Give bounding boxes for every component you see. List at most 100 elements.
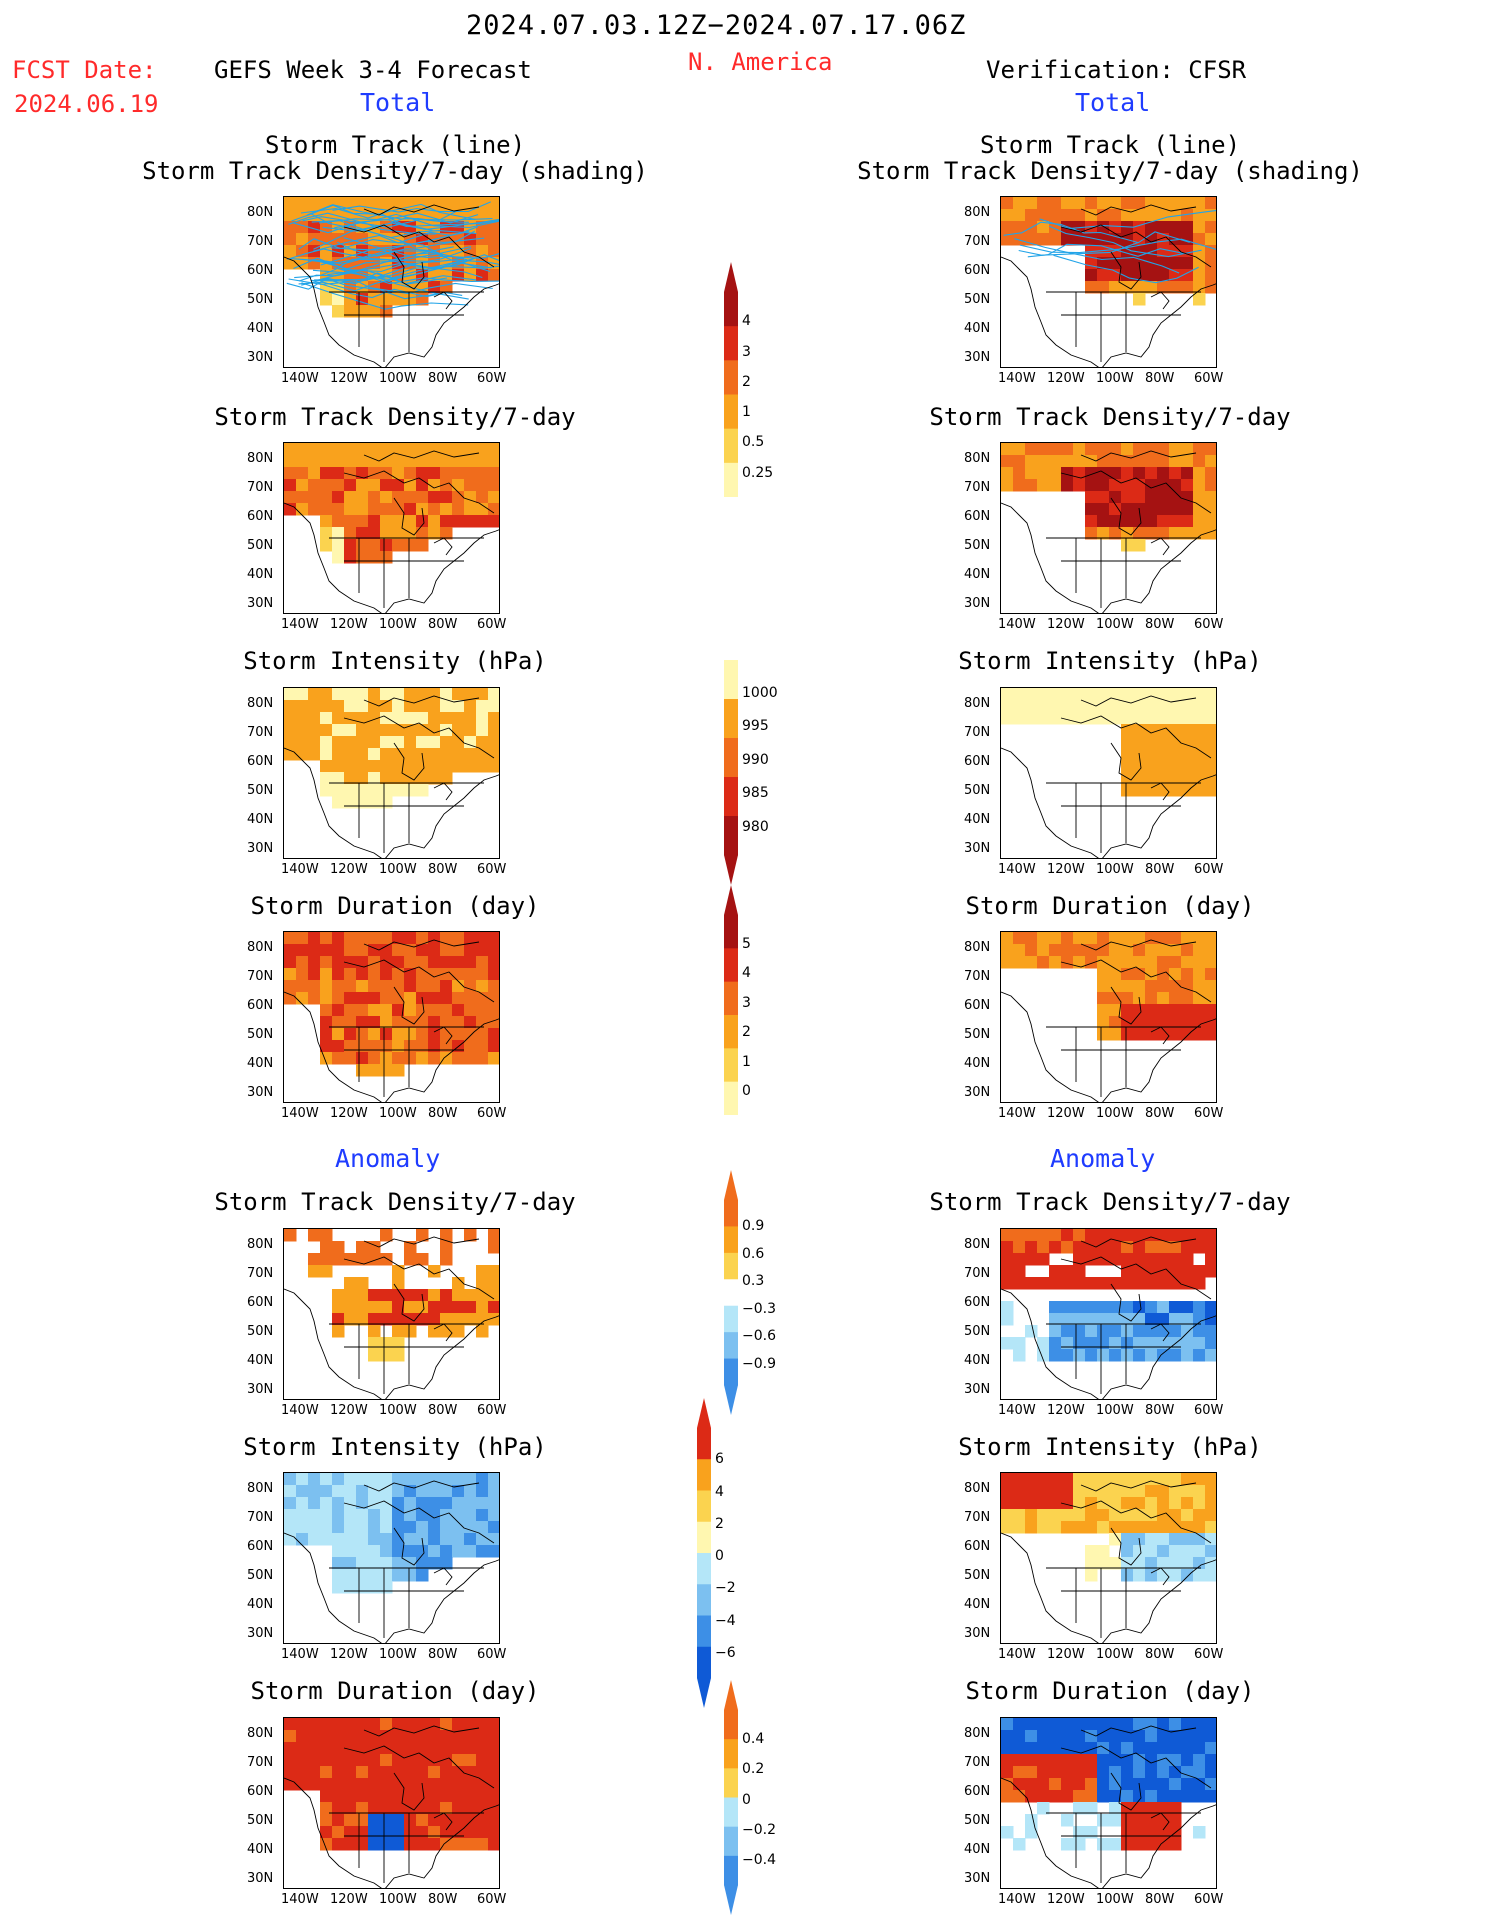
lon-tick-label: 120W — [330, 1892, 368, 1907]
lon-tick-label: 100W — [1096, 1647, 1134, 1662]
panel-title-track-right: Storm Track (line) Storm Track Density/7-… — [857, 131, 1363, 186]
lat-tick-label: 40N — [247, 1056, 274, 1071]
lon-tick-label: 60W — [1194, 1106, 1224, 1121]
anomaly-label-right: Anomaly — [1050, 1144, 1156, 1173]
lon-tick-label: 120W — [1047, 1403, 1085, 1418]
lon-tick-label: 100W — [379, 371, 417, 386]
lat-tick-label: 60N — [964, 263, 991, 278]
colorbar-label: 0 — [742, 1791, 751, 1808]
lat-tick-label: 80N — [964, 940, 991, 955]
lat-tick-label: 50N — [964, 1813, 991, 1828]
lon-tick-label: 100W — [379, 862, 417, 877]
lat-tick-label: 80N — [964, 696, 991, 711]
region-label: N. America — [688, 48, 833, 76]
colorbar-label: −6 — [715, 1644, 736, 1661]
lat-tick-label: 60N — [247, 509, 274, 524]
verification-label: Verification: CFSR — [986, 56, 1247, 84]
lat-tick-label: 80N — [964, 205, 991, 220]
panel-title-duration-anom-left: Storm Duration (day) — [250, 1677, 540, 1705]
lat-tick-label: 50N — [247, 1027, 274, 1042]
lon-tick-label: 120W — [1047, 1647, 1085, 1662]
colorbar-label: 0.3 — [742, 1273, 765, 1290]
panel-title-density-anom-left: Storm Track Density/7-day — [214, 1188, 576, 1216]
colorbar-label: 1000 — [742, 684, 778, 701]
lat-tick-label: 70N — [247, 1755, 274, 1770]
lat-tick-label: 70N — [247, 234, 274, 249]
lon-tick-label: 100W — [1096, 371, 1134, 386]
lat-tick-label: 80N — [964, 1726, 991, 1741]
colorbar-duration-anom — [722, 1680, 740, 1919]
lat-tick-label: 50N — [964, 292, 991, 307]
lat-tick-label: 50N — [247, 1568, 274, 1583]
lon-tick-label: 80W — [428, 1106, 458, 1121]
lon-tick-label: 100W — [1096, 1403, 1134, 1418]
colorbar-label: 1 — [742, 1053, 751, 1070]
lon-tick-label: 120W — [330, 1647, 368, 1662]
colorbar-label: 0 — [742, 1083, 751, 1100]
panel-title-track-left: Storm Track (line) Storm Track Density/7-… — [142, 131, 648, 186]
lat-tick-label: 30N — [964, 1085, 991, 1100]
lat-tick-label: 80N — [247, 696, 274, 711]
colorbar-label: 985 — [742, 785, 769, 801]
lon-tick-label: 140W — [281, 862, 319, 877]
lon-tick-label: 80W — [428, 862, 458, 877]
lat-tick-label: 70N — [964, 1266, 991, 1281]
panel-title-density-anom-right: Storm Track Density/7-day — [929, 1188, 1291, 1216]
lon-tick-label: 100W — [379, 617, 417, 632]
lat-tick-label: 30N — [964, 350, 991, 365]
lon-tick-label: 60W — [477, 1106, 507, 1121]
lon-tick-label: 100W — [379, 1892, 417, 1907]
lat-tick-label: 40N — [964, 567, 991, 582]
lat-tick-label: 50N — [247, 1324, 274, 1339]
lat-tick-label: 70N — [964, 234, 991, 249]
lon-tick-label: 60W — [477, 1892, 507, 1907]
lon-tick-label: 80W — [1145, 617, 1175, 632]
panel-title-intensity-anom-left: Storm Intensity (hPa) — [243, 1433, 547, 1461]
lon-tick-label: 60W — [477, 371, 507, 386]
lon-tick-label: 80W — [1145, 1106, 1175, 1121]
lon-tick-label: 60W — [1194, 1403, 1224, 1418]
lat-tick-label: 40N — [964, 1056, 991, 1071]
colorbar-label: 0.25 — [742, 464, 774, 481]
lon-tick-label: 80W — [1145, 371, 1175, 386]
panel-title-duration-right: Storm Duration (day) — [965, 892, 1255, 920]
lat-tick-label: 40N — [964, 1353, 991, 1368]
lat-tick-label: 30N — [247, 841, 274, 856]
map-intensity-anom-right — [1000, 1472, 1217, 1644]
lat-tick-label: 50N — [964, 783, 991, 798]
total-label-right: Total — [1075, 88, 1151, 117]
colorbar-label: 0.2 — [742, 1761, 765, 1778]
lon-tick-label: 140W — [998, 1403, 1036, 1418]
colorbar-duration-total — [722, 885, 740, 1119]
lat-tick-label: 30N — [247, 1626, 274, 1641]
lat-tick-label: 30N — [247, 1085, 274, 1100]
lat-tick-label: 40N — [247, 567, 274, 582]
lat-tick-label: 60N — [247, 1539, 274, 1554]
lon-tick-label: 100W — [379, 1403, 417, 1418]
colorbar-label: −0.9 — [742, 1355, 776, 1372]
colorbar-label: 5 — [742, 935, 751, 952]
lat-tick-label: 50N — [964, 1568, 991, 1583]
lat-tick-label: 60N — [964, 1784, 991, 1799]
lat-tick-label: 60N — [964, 998, 991, 1013]
lon-tick-label: 80W — [1145, 1647, 1175, 1662]
colorbar-density-anom — [722, 1170, 740, 1419]
colorbar-label: 4 — [715, 1483, 724, 1500]
lon-tick-label: 140W — [998, 1106, 1036, 1121]
panel-title-density-left: Storm Track Density/7-day — [214, 403, 576, 431]
map-duration-right — [1000, 931, 1217, 1103]
lat-tick-label: 70N — [964, 480, 991, 495]
lat-tick-label: 30N — [247, 596, 274, 611]
lon-tick-label: 80W — [428, 1647, 458, 1662]
lon-tick-label: 140W — [281, 1403, 319, 1418]
lat-tick-label: 70N — [247, 1266, 274, 1281]
lat-tick-label: 80N — [247, 1481, 274, 1496]
lat-tick-label: 70N — [247, 480, 274, 495]
lat-tick-label: 40N — [247, 812, 274, 827]
lon-tick-label: 100W — [1096, 1892, 1134, 1907]
lon-tick-label: 60W — [1194, 1892, 1224, 1907]
lat-tick-label: 70N — [247, 969, 274, 984]
lon-tick-label: 140W — [998, 617, 1036, 632]
panel-title-intensity-left: Storm Intensity (hPa) — [243, 647, 547, 675]
lon-tick-label: 140W — [998, 862, 1036, 877]
